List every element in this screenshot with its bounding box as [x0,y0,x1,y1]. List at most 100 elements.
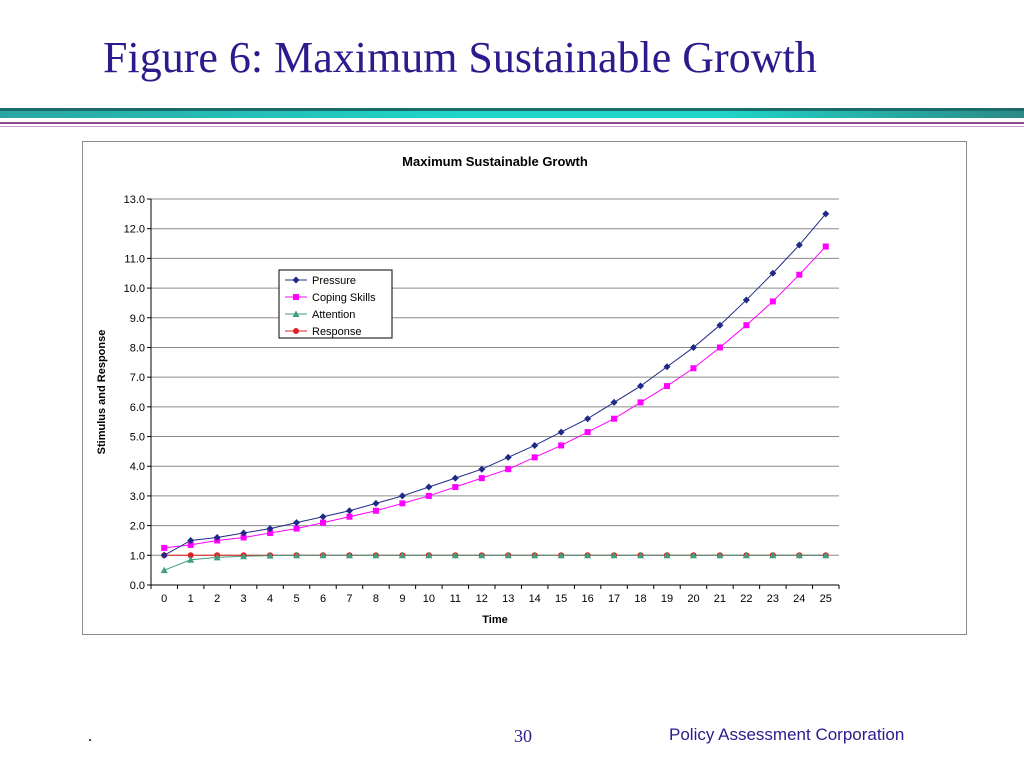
data-point-attention [610,551,618,559]
data-point-attention [504,551,512,559]
x-tick-label: 6 [320,593,326,605]
data-point-attention [478,551,486,559]
x-tick-label: 17 [608,593,620,605]
data-point-coping-skills [478,475,485,482]
data-point-pressure [663,363,671,371]
data-point-pressure [795,241,803,249]
data-point-pressure [689,343,697,351]
legend-label: Response [312,326,362,338]
data-point-attention [822,551,830,559]
data-point-pressure [398,492,406,500]
data-point-pressure [557,428,565,436]
x-tick-label: 11 [450,593,461,605]
x-axis-title: Time [482,614,507,626]
x-tick-label: 4 [267,593,273,605]
x-tick-label: 7 [346,593,352,605]
data-point-coping-skills [505,466,512,473]
x-tick-label: 3 [241,593,247,605]
data-point-coping-skills [690,365,697,372]
data-point-coping-skills [584,429,591,436]
data-point-attention [398,551,406,559]
x-tick-label: 8 [373,593,379,605]
data-point-pressure [769,269,777,277]
x-tick-label: 22 [740,593,752,605]
x-tick-label: 18 [634,593,646,605]
data-point-coping-skills [240,534,247,541]
data-point-pressure [240,529,248,537]
series-line-attention [164,554,826,571]
y-tick-label: 6.0 [130,402,145,414]
data-point-coping-skills [769,298,776,305]
header-divider-purple [0,122,1024,124]
data-point-attention [451,551,459,559]
y-tick-label: 12.0 [124,224,145,236]
y-tick-label: 9.0 [130,313,145,325]
data-point-coping-skills [187,541,194,548]
legend-label: Pressure [312,275,356,287]
data-point-attention [266,552,274,559]
y-tick-label: 1.0 [130,550,145,562]
data-point-pressure [345,507,353,515]
data-point-pressure [293,519,301,527]
data-point-coping-skills [293,525,300,532]
data-point-attention [795,551,803,559]
slide-title: Figure 6: Maximum Sustainable Growth [103,33,817,82]
y-tick-label: 4.0 [130,461,145,473]
data-point-pressure [610,398,618,406]
data-point-pressure [584,415,592,423]
data-point-attention [769,551,777,559]
y-tick-label: 11.0 [124,253,145,265]
legend-marker [292,310,300,317]
data-point-pressure [531,441,539,449]
legend-marker [293,294,299,300]
plot-area [151,199,839,585]
y-tick-label: 8.0 [130,342,145,354]
data-point-pressure [504,453,512,461]
data-point-attention [637,551,645,559]
x-tick-label: 21 [714,593,726,605]
y-tick-label: 13.0 [124,194,145,206]
x-tick-label: 1 [188,593,194,605]
series-line-pressure [163,213,827,556]
legend-marker [292,276,300,284]
data-point-coping-skills [796,271,803,278]
legend-label: Coping Skills [312,292,376,304]
data-point-coping-skills [611,415,618,422]
x-tick-label: 14 [529,593,541,605]
data-point-attention [584,551,592,559]
data-point-coping-skills [822,243,829,250]
x-tick-label: 10 [423,593,435,605]
data-point-attention [160,566,168,574]
y-axis-title: Stimulus and Response [96,330,108,455]
y-tick-label: 2.0 [130,521,145,533]
data-point-attention [213,553,221,561]
data-point-attention [742,551,750,559]
data-point-pressure [716,321,724,329]
data-point-coping-skills [558,442,565,449]
x-tick-label: 9 [399,593,405,605]
data-point-pressure [319,513,327,521]
data-point-attention [663,551,671,559]
data-point-coping-skills [372,507,379,514]
data-point-pressure [478,465,486,473]
data-point-coping-skills [452,484,459,491]
data-point-coping-skills [664,383,670,390]
data-point-coping-skills [399,500,406,507]
data-point-pressure [425,483,433,491]
y-tick-label: 0.0 [130,580,145,592]
data-point-attention [557,551,565,559]
data-point-pressure [372,499,380,507]
x-tick-label: 19 [661,593,673,605]
page-number: 30 [514,726,532,746]
x-tick-label: 24 [793,593,805,605]
data-point-coping-skills [161,544,168,551]
data-point-attention [425,551,433,559]
data-point-response [187,552,194,559]
data-point-pressure [187,536,195,544]
y-tick-label: 5.0 [130,432,145,444]
data-point-attention [240,552,248,560]
x-tick-label: 0 [161,593,167,605]
x-tick-label: 13 [502,593,514,605]
data-point-attention [531,551,539,559]
x-tick-label: 12 [476,593,488,605]
